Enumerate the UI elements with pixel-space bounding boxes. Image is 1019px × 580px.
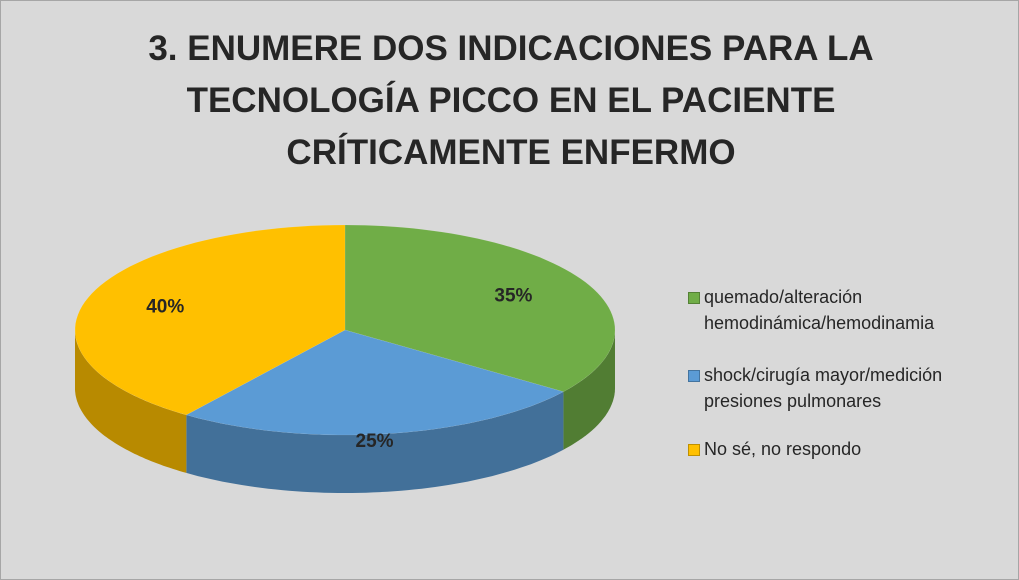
data-label: 35% [494,286,532,307]
slice-side [186,391,564,493]
legend-item: quemado/alteración hemodinámica/hemodina… [688,284,1018,336]
slice-side [563,330,615,450]
legend-swatch [688,370,700,382]
legend-label: quemado/alteración hemodinámica/hemodina… [704,287,935,333]
data-label: 25% [356,431,394,452]
legend-label: No sé, no respondo [704,439,862,459]
chart-title: 3. ENUMERE DOS INDICACIONES PARA LA TECN… [148,29,874,172]
legend-swatch [688,444,700,456]
legend-swatch [688,292,700,304]
pie-slice [74,224,346,473]
legend-item: shock/cirugía mayor/medición presiones p… [688,362,1018,414]
data-label: 40% [146,296,184,317]
pie-slice [185,329,565,493]
legend-label: shock/cirugía mayor/medición presiones p… [704,365,943,411]
slice-side [75,330,187,473]
slice-top [344,224,616,392]
slice-top [74,224,346,416]
legend-item: No sé, no respondo [688,436,1018,462]
pie-slice [344,224,616,450]
slice-top [185,329,565,436]
